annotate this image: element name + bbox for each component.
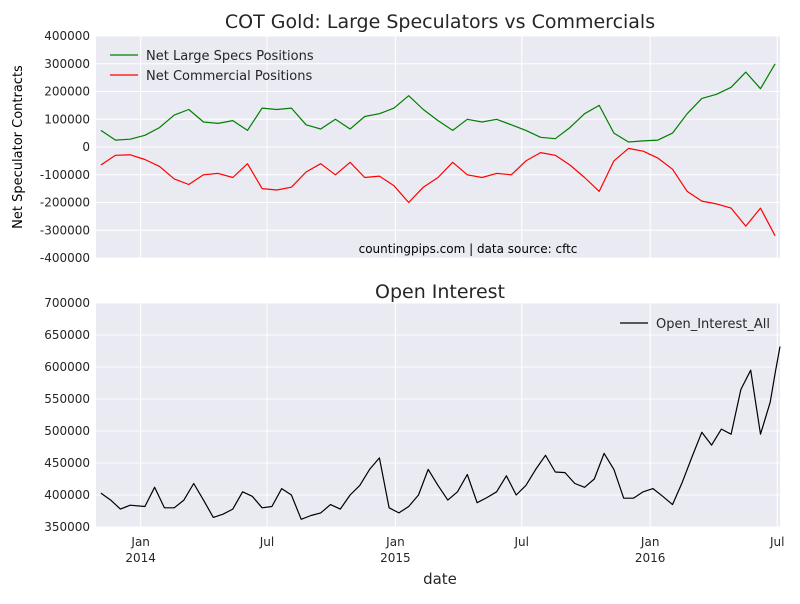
top-chart-title: COT Gold: Large Speculators vs Commercia… xyxy=(225,11,655,33)
top-y-tick-label: 100000 xyxy=(44,112,90,126)
top-y-axis-label: Net Speculator Contracts xyxy=(11,65,26,229)
top-y-tick-label: 300000 xyxy=(44,57,90,71)
x-tick-year-label: 2016 xyxy=(635,551,666,565)
bottom-y-tick-label: 400000 xyxy=(44,488,90,502)
bottom-series-lines xyxy=(100,346,781,520)
x-tick-year-label: 2015 xyxy=(380,551,411,565)
top-y-tick-label: 400000 xyxy=(44,29,90,43)
x-tick-label: Jul xyxy=(514,535,529,549)
source-annotation: countingpips.com | data source: cftc xyxy=(359,242,578,256)
top-chart: -400000 -300000 -200000 -100000 0 100000 20000… xyxy=(11,11,780,265)
x-axis-label: date xyxy=(423,570,457,588)
x-tick-label: Jan xyxy=(640,535,660,549)
bottom-y-tick-labels: 350000 400000 450000 500000 550000 600000 6500… xyxy=(44,296,90,534)
top-legend: Net Large Specs Positions Net Commercial… xyxy=(110,49,314,84)
top-gridlines xyxy=(96,35,780,259)
bottom-y-tick-label: 700000 xyxy=(44,296,90,310)
legend-label-commercials: Net Commercial Positions xyxy=(146,69,312,84)
bottom-y-tick-label: 600000 xyxy=(44,360,90,374)
bottom-gridlines xyxy=(96,302,780,528)
bottom-y-tick-label: 550000 xyxy=(44,392,90,406)
top-series-line-1 xyxy=(100,63,776,143)
top-y-tick-label: 200000 xyxy=(44,85,90,99)
bottom-y-tick-label: 450000 xyxy=(44,456,90,470)
x-tick-label: Jan xyxy=(385,535,405,549)
top-series-lines xyxy=(100,63,776,237)
bottom-chart-title: Open Interest xyxy=(375,281,505,303)
x-tick-label: Jul xyxy=(769,535,784,549)
legend-label-large-specs: Net Large Specs Positions xyxy=(146,49,314,64)
top-y-tick-label: -400000 xyxy=(40,251,90,265)
top-y-tick-label: -100000 xyxy=(40,168,90,182)
top-series-line-2 xyxy=(100,147,776,237)
bottom-legend: Open_Interest_All xyxy=(620,317,770,332)
x-tick-label: Jul xyxy=(259,535,274,549)
top-y-tick-label: -200000 xyxy=(40,196,90,210)
bottom-y-tick-label: 650000 xyxy=(44,328,90,342)
x-tick-label: Jan xyxy=(130,535,150,549)
bottom-series-line-1 xyxy=(100,346,781,520)
x-tick-labels: Jan 2014 Jul Jan 2015 Jul Jan 2016 Jul xyxy=(125,535,784,565)
top-y-tick-labels: -400000 -300000 -200000 -100000 0 100000 20000… xyxy=(40,29,90,265)
legend-label-open-interest: Open_Interest_All xyxy=(656,317,770,332)
bottom-y-tick-label: 500000 xyxy=(44,424,90,438)
top-y-tick-label: -300000 xyxy=(40,223,90,237)
bottom-y-tick-label: 350000 xyxy=(44,520,90,534)
top-y-tick-label: 0 xyxy=(82,140,90,154)
bottom-plot-area xyxy=(96,303,780,527)
x-tick-year-label: 2014 xyxy=(125,551,156,565)
bottom-chart: 350000 400000 450000 500000 550000 600000 6500… xyxy=(44,281,784,588)
